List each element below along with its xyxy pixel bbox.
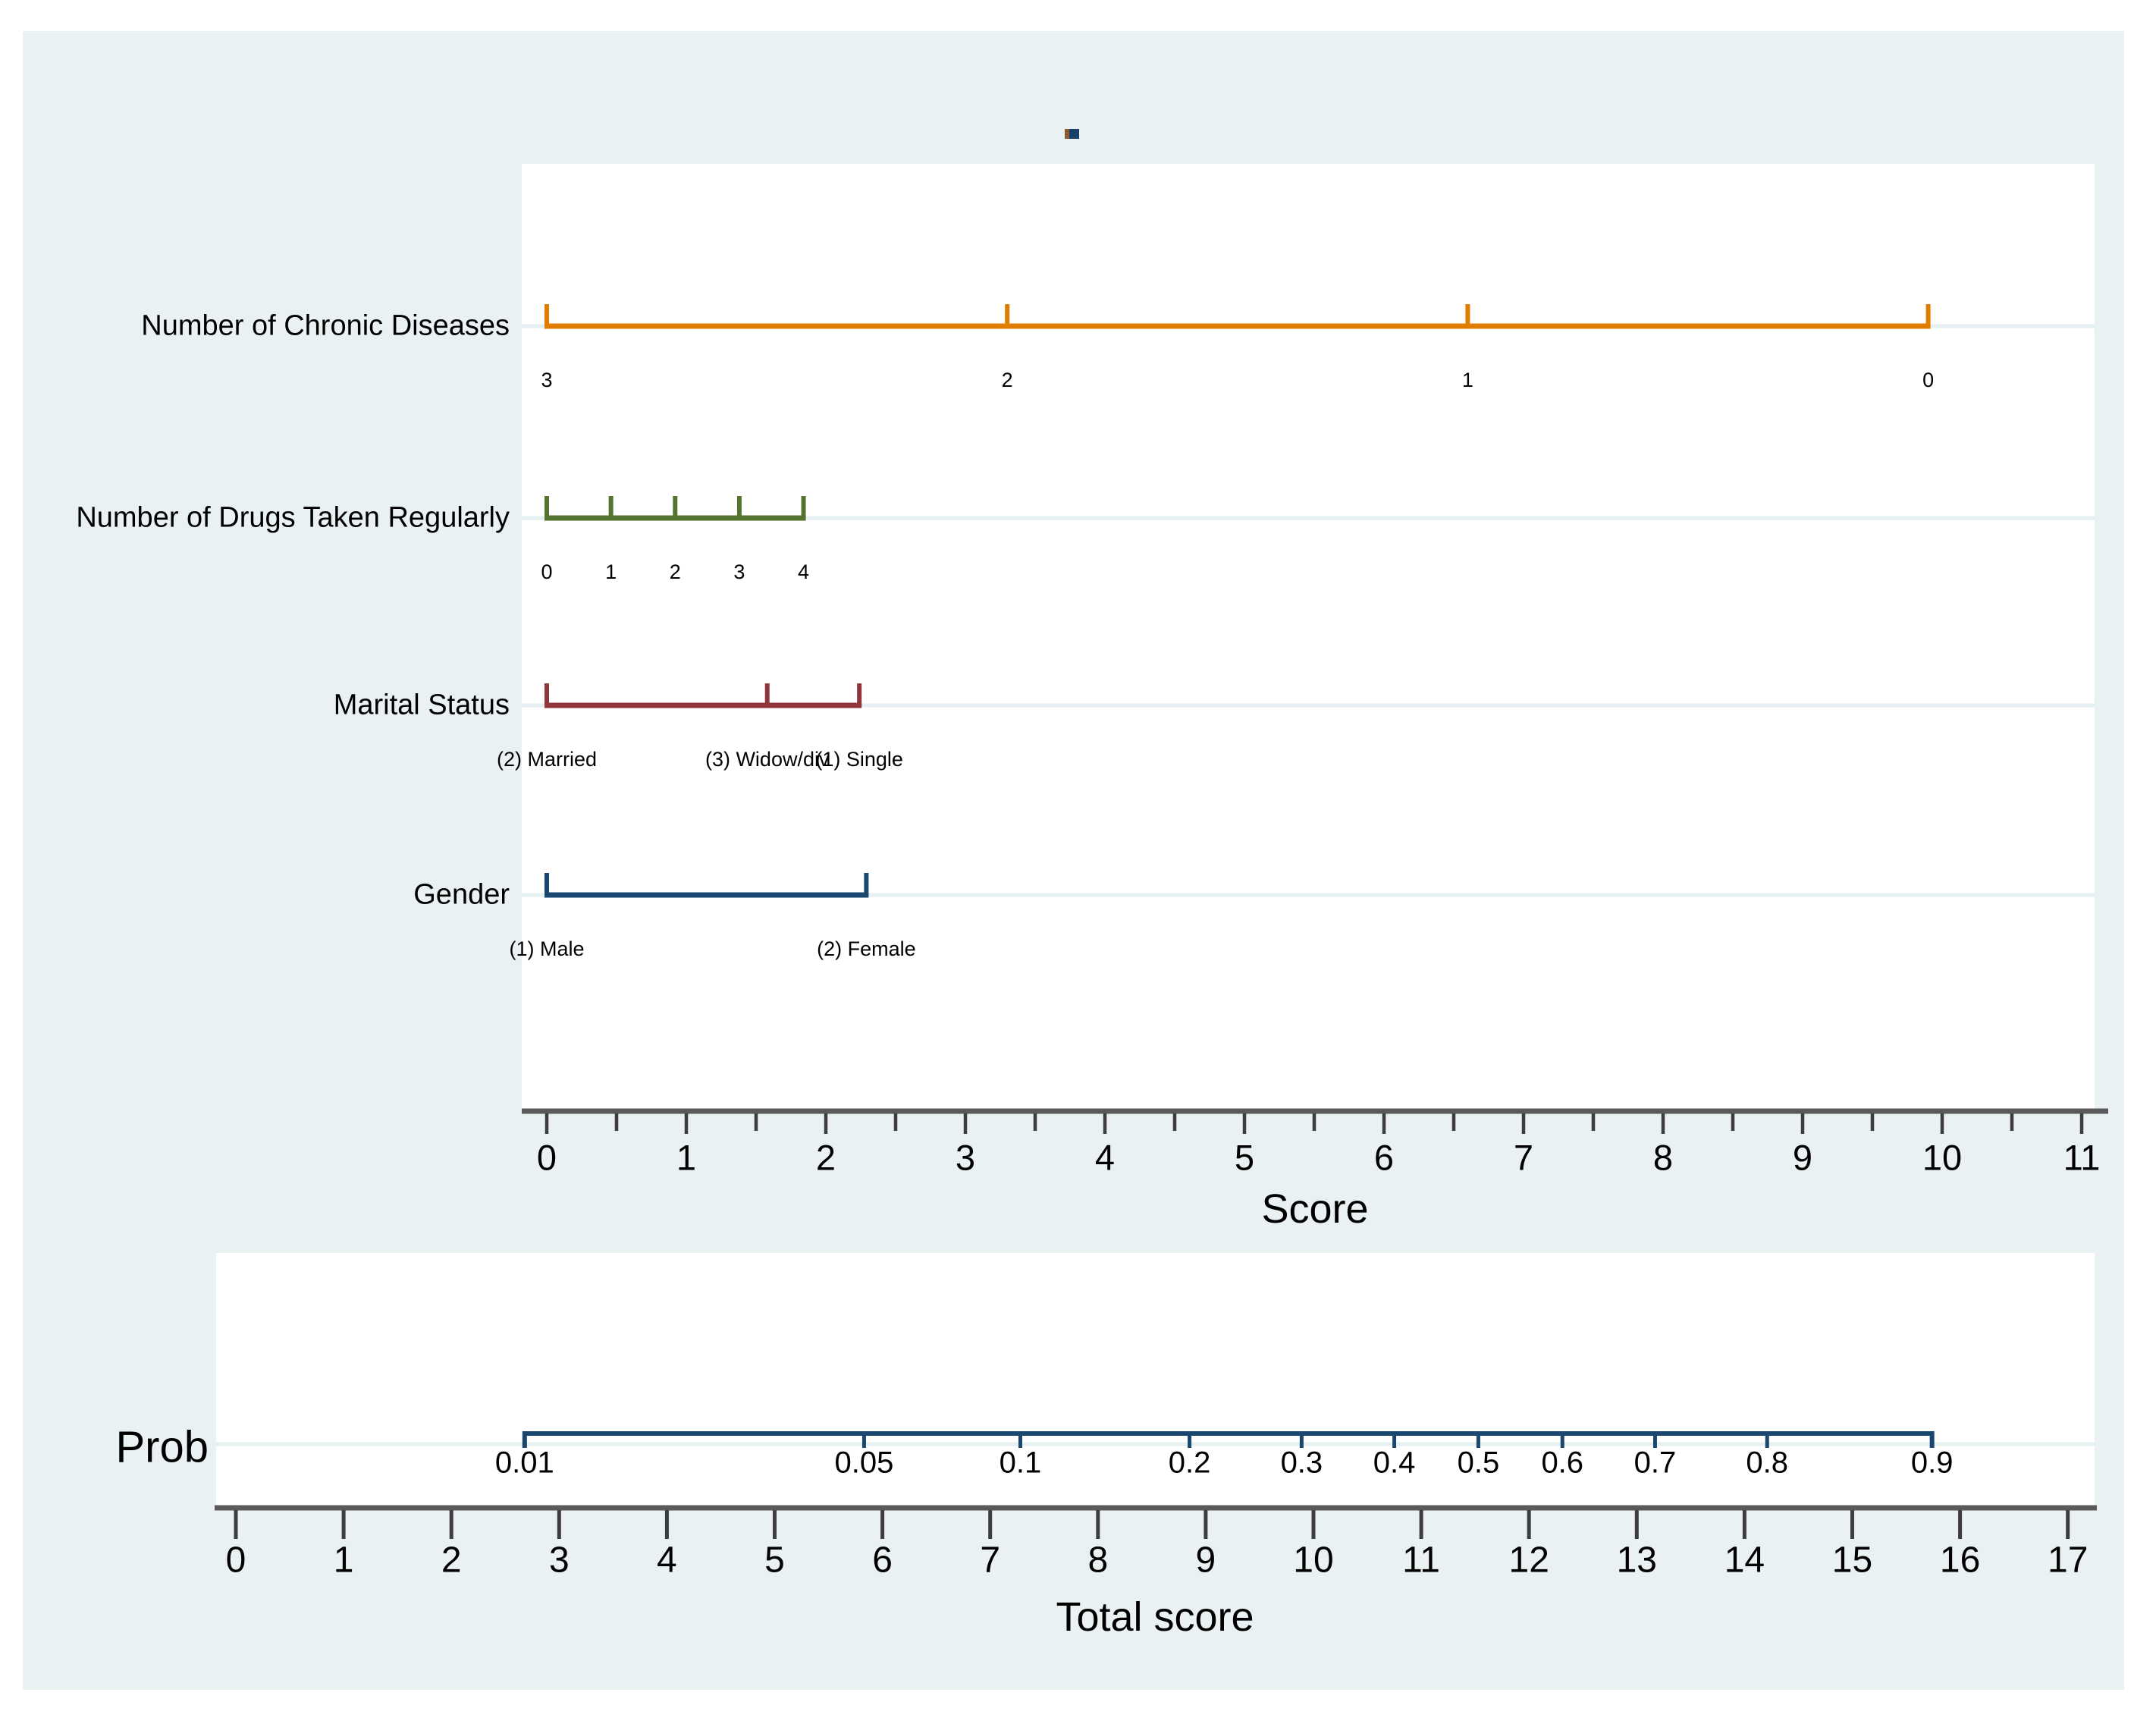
score-axis-tick-label: 6 xyxy=(1374,1137,1394,1177)
total-score-axis-tick-label: 17 xyxy=(2048,1540,2088,1581)
total-score-axis-tick-label: 14 xyxy=(1724,1540,1765,1581)
scale-tick-label: (3) Widow/div xyxy=(705,748,830,771)
scale-tick-label: 4 xyxy=(798,561,809,583)
total-score-axis-title: Total score xyxy=(1056,1594,1254,1640)
prob-line-label: Prob xyxy=(115,1422,209,1472)
prob-line xyxy=(522,1431,1935,1448)
scale-tick-label: 1 xyxy=(1462,369,1473,391)
row-label-marital-status: Marital Status xyxy=(333,689,510,721)
total-score-axis-tick-label: 7 xyxy=(980,1540,1000,1581)
prob-tick-label: 0.9 xyxy=(1911,1446,1954,1480)
score-axis-title: Score xyxy=(1261,1186,1369,1232)
score-axis-tick-label: 4 xyxy=(1095,1137,1115,1177)
score-axis-tick-label: 1 xyxy=(676,1137,696,1177)
total-score-axis-tick-label: 15 xyxy=(1832,1540,1872,1581)
scale-tick-label: 0 xyxy=(1922,369,1934,391)
total-score-axis-tick-label: 3 xyxy=(549,1540,570,1581)
score-axis-tick-label: 0 xyxy=(537,1137,557,1177)
prob-tick-label: 0.01 xyxy=(495,1446,554,1480)
score-axis-tick-label: 9 xyxy=(1793,1137,1812,1177)
prob-tick-label: 0.2 xyxy=(1169,1446,1211,1480)
top-panel xyxy=(522,164,2095,1111)
total-score-axis-tick-label: 1 xyxy=(334,1540,354,1581)
prob-tick-label: 0.5 xyxy=(1458,1446,1500,1480)
legend-marker-icon xyxy=(1065,129,1079,139)
score-axis-tick-label: 3 xyxy=(956,1137,975,1177)
score-axis-tick-label: 8 xyxy=(1653,1137,1673,1177)
prob-tick-label: 0.1 xyxy=(1000,1446,1042,1480)
score-axis-tick-label: 10 xyxy=(1922,1137,1962,1177)
prob-tick-label: 0.4 xyxy=(1373,1446,1416,1480)
total-score-axis-tick-label: 11 xyxy=(1402,1540,1440,1581)
score-axis-tick-label: 2 xyxy=(816,1137,836,1177)
total-score-axis-tick-label: 2 xyxy=(441,1540,462,1581)
total-score-axis-tick-label: 9 xyxy=(1196,1540,1216,1581)
scale-tick-label: 2 xyxy=(670,561,681,583)
total-score-axis-tick-label: 5 xyxy=(764,1540,785,1581)
scale-tick-label: 1 xyxy=(605,561,617,583)
scale-tick-label: (1) Single xyxy=(815,748,903,771)
score-axis-tick-label: 5 xyxy=(1235,1137,1254,1177)
scale-tick-label: 0 xyxy=(541,561,552,583)
total-score-axis-tick-label: 16 xyxy=(1940,1540,1980,1581)
row-label-gender: Gender xyxy=(413,878,510,911)
scale-tick-label: (1) Male xyxy=(509,937,584,960)
scale-tick-label: 2 xyxy=(1002,369,1013,391)
score-axis-tick-label: 7 xyxy=(1514,1137,1533,1177)
prob-tick-label: 0.05 xyxy=(835,1446,894,1480)
prob-tick-label: 0.6 xyxy=(1541,1446,1583,1480)
score-axis-tick-label: 11 xyxy=(2063,1137,2101,1177)
scale-tick-label: 3 xyxy=(733,561,745,583)
row-label-number-of-drugs-taken-regularly: Number of Drugs Taken Regularly xyxy=(76,501,510,534)
row-label-number-of-chronic-diseases: Number of Chronic Diseases xyxy=(141,309,510,342)
scale-tick-label: (2) Married xyxy=(497,748,597,771)
total-score-axis-tick-label: 13 xyxy=(1617,1540,1657,1581)
total-score-axis-tick-label: 8 xyxy=(1087,1540,1108,1581)
scale-tick-label: 3 xyxy=(541,369,552,391)
total-score-axis-tick-label: 4 xyxy=(657,1540,677,1581)
total-score-axis-tick-label: 0 xyxy=(226,1540,246,1581)
bottom-panel xyxy=(216,1253,2095,1508)
scale-tick-label: (2) Female xyxy=(817,937,916,960)
prob-tick-label: 0.8 xyxy=(1746,1446,1788,1480)
total-score-axis-tick-label: 10 xyxy=(1293,1540,1333,1581)
total-score-axis-tick-label: 12 xyxy=(1509,1540,1549,1581)
prob-tick-label: 0.7 xyxy=(1634,1446,1677,1480)
total-score-axis-tick-label: 6 xyxy=(872,1540,893,1581)
prob-tick-label: 0.3 xyxy=(1281,1446,1323,1480)
